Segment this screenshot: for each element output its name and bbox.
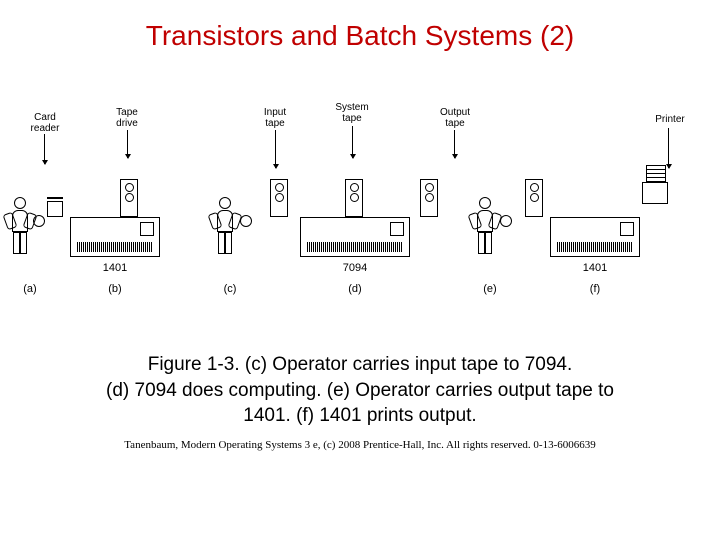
page-title: Transistors and Batch Systems (2) (0, 0, 720, 62)
label-tape-drive: Tapedrive (107, 107, 147, 129)
tape-cabinet-icon (270, 179, 288, 217)
label-system-tape: Systemtape (327, 102, 377, 124)
model-f: 1401 (551, 262, 639, 274)
station-d: 7094 (d) (300, 217, 410, 257)
figure-diagram: Cardreader Tapedrive Inputtape Systemtap… (40, 122, 680, 282)
caption-line1: Figure 1-3. (c) Operator carries input t… (148, 354, 573, 375)
tape-cabinet-icon (345, 179, 363, 217)
label-card-reader: Cardreader (25, 112, 65, 134)
station-b: 1401 (b) (70, 217, 160, 257)
tape-drive-icon (120, 179, 138, 217)
model-b: 1401 (71, 262, 159, 274)
sublabel-a: (a) (10, 283, 50, 295)
label-printer: Printer (650, 114, 690, 125)
figure-caption: Figure 1-3. (c) Operator carries input t… (0, 352, 720, 429)
tape-cabinet-icon (525, 179, 543, 217)
label-input-tape: Inputtape (255, 107, 295, 129)
caption-line3: 1401. (f) 1401 prints output. (243, 405, 476, 426)
sublabel-b: (b) (70, 283, 160, 295)
tape-cabinet-icon (420, 179, 438, 217)
card-reader-icon (45, 177, 67, 217)
sublabel-f: (f) (550, 283, 640, 295)
caption-line2: (d) 7094 does computing. (e) Operator ca… (106, 380, 614, 401)
sublabel-e: (e) (470, 283, 510, 295)
model-d: 7094 (301, 262, 409, 274)
label-output-tape: Outputtape (430, 107, 480, 129)
printer-icon (642, 182, 670, 204)
station-f: 1401 (f) (550, 217, 640, 257)
footer-text: Tanenbaum, Modern Operating Systems 3 e,… (0, 439, 720, 451)
sublabel-c: (c) (210, 283, 250, 295)
sublabel-d: (d) (300, 283, 410, 295)
